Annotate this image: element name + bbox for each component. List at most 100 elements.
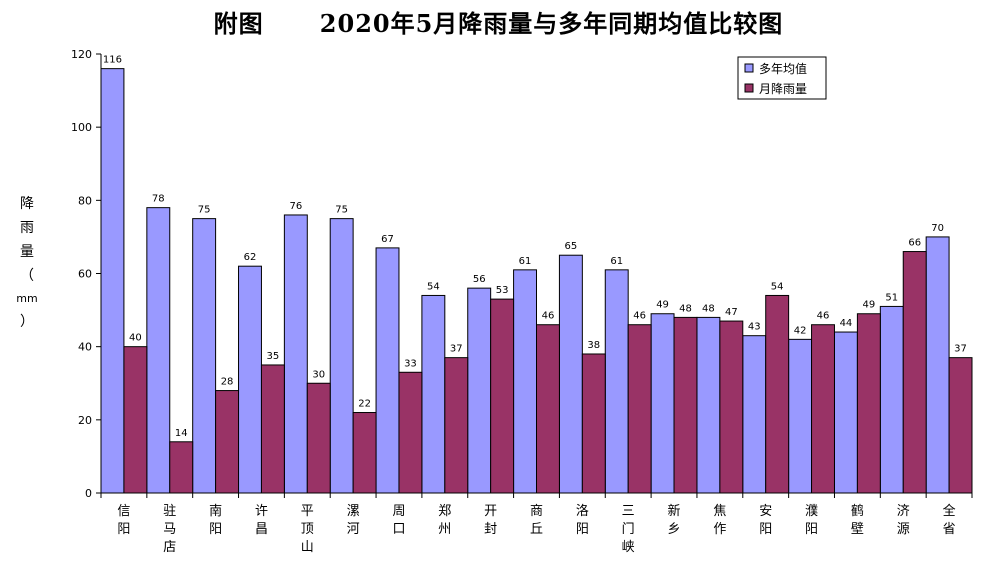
bar-average: [100, 68, 125, 494]
y-axis-label-char: ）: [20, 314, 34, 330]
y-axis-label-char: 雨: [20, 220, 34, 236]
bar-monthly: [398, 371, 423, 494]
data-label: 40: [129, 333, 142, 344]
data-label: 116: [103, 55, 122, 66]
bar-average: [192, 218, 217, 494]
bar-average: [375, 247, 400, 494]
data-label: 48: [679, 303, 692, 314]
data-label: 46: [633, 311, 646, 322]
bar-monthly: [856, 313, 881, 494]
data-label: 70: [931, 223, 944, 234]
bar-average: [833, 331, 858, 494]
x-tick-label: 南阳: [209, 503, 222, 537]
bar-monthly: [444, 357, 469, 494]
data-label: 53: [496, 285, 509, 296]
data-label: 67: [381, 234, 394, 245]
x-tick-label: 许昌: [255, 504, 268, 537]
data-label: 44: [840, 318, 853, 329]
data-label: 37: [450, 344, 463, 355]
bar-monthly: [536, 324, 560, 494]
bar-monthly: [215, 390, 240, 494]
bar-monthly: [811, 324, 835, 494]
data-label: 66: [908, 238, 921, 249]
y-tick-label: 40: [78, 341, 92, 354]
y-tick-label: 20: [78, 414, 92, 427]
data-label: 30: [312, 369, 325, 380]
data-label: 75: [335, 205, 348, 216]
labels-layer: 116 78 75 62 76 75 67 54 56 61 65 61 49 48 43 42 44 51 70 4…: [71, 48, 967, 555]
bar-average: [925, 236, 950, 494]
x-tick-label: 三门峡: [622, 504, 635, 555]
data-label: 65: [565, 241, 578, 252]
data-label: 76: [289, 201, 302, 212]
x-tick-label: 全省: [943, 503, 956, 537]
x-tick-label: 漯河: [347, 504, 360, 537]
legend-label-avg: 多年均值: [759, 61, 807, 76]
y-tick-label: 80: [78, 194, 92, 207]
data-label: 51: [885, 292, 898, 303]
x-tick-label: 信阳: [117, 504, 130, 537]
y-tick-label: 60: [78, 268, 92, 281]
data-label: 46: [817, 311, 830, 322]
x-tick-label: 周口: [392, 504, 405, 537]
data-label: 35: [267, 351, 280, 362]
data-label: 43: [748, 322, 761, 333]
bar-average: [329, 218, 354, 494]
bar-average: [283, 214, 308, 494]
x-tick-label: 郑州: [438, 504, 451, 537]
chart-title: 附图 2020年5月降雨量与多年同期均值比较图: [213, 9, 784, 38]
data-label: 33: [404, 358, 417, 369]
data-label: 22: [358, 399, 371, 410]
bar-monthly: [765, 294, 790, 494]
data-label: 62: [244, 252, 257, 263]
y-tick-label: 0: [85, 487, 92, 500]
x-tick-label: 开封: [484, 504, 497, 537]
data-label: 28: [221, 377, 234, 388]
x-tick-label: 洛阳: [576, 504, 589, 537]
bar-monthly: [673, 316, 698, 494]
y-axis-label-char: （: [20, 268, 34, 284]
x-tick-label: 平顶山: [301, 504, 314, 555]
x-tick-label: 安阳: [759, 504, 772, 537]
bar-monthly: [719, 320, 744, 494]
bar-monthly: [352, 412, 377, 494]
data-label: 61: [519, 256, 532, 267]
data-label: 47: [725, 307, 738, 318]
data-label: 75: [198, 205, 211, 216]
data-label: 54: [771, 281, 784, 292]
bar-average: [467, 287, 492, 494]
bar-average: [742, 335, 767, 494]
y-axis-label: 降 雨 量 （ mm ）: [14, 192, 40, 334]
data-label: 37: [954, 344, 967, 355]
bars-layer: [100, 68, 973, 494]
bar-average: [146, 207, 171, 494]
data-label: 56: [473, 274, 486, 285]
bar-average: [558, 254, 583, 494]
x-tick-label: 焦作: [713, 504, 726, 537]
bar-average: [788, 338, 813, 494]
bar-average: [604, 269, 629, 494]
legend-swatch-avg: [744, 63, 754, 73]
bar-monthly: [169, 441, 194, 494]
y-axis-label-char: 降: [20, 196, 34, 212]
data-label: 49: [862, 300, 875, 311]
data-label: 54: [427, 281, 440, 292]
y-tick-label: 100: [71, 121, 92, 134]
data-label: 61: [610, 256, 623, 267]
x-tick-label: 驻马店: [163, 504, 176, 555]
bar-monthly: [948, 357, 973, 494]
bar-monthly: [260, 364, 285, 494]
x-tick-label: 濮阳: [805, 504, 818, 537]
bar-monthly: [627, 324, 652, 494]
x-tick-label: 新乡: [668, 503, 681, 537]
y-tick-label: 120: [71, 48, 92, 61]
bar-average: [421, 294, 446, 494]
bar-average: [696, 316, 721, 494]
bar-average: [238, 265, 262, 494]
axes-layer: [96, 53, 973, 498]
data-label: 42: [794, 325, 807, 336]
bar-monthly: [490, 298, 515, 494]
data-label: 78: [152, 194, 165, 205]
y-axis-label-char: mm: [16, 292, 38, 305]
